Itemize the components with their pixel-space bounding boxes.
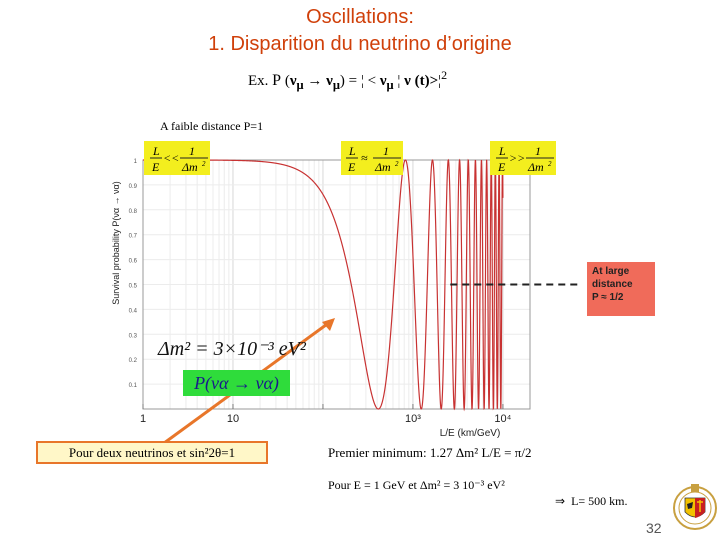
annotation-arrowhead [322,318,335,331]
frac-l: L [152,144,160,158]
frac-e: E [497,160,506,174]
two-neutrino-note: Pour deux neutrinos et sin²2θ=1 [36,441,268,464]
y-tick-label: 0.3 [129,333,138,339]
eq-sub-2: μ [332,78,340,92]
frac-dm: Δm [374,160,391,174]
y-tick-label: 0.6 [129,259,138,265]
probability-label-box: P(να → να) [183,370,290,396]
near-distance-note: A faible distance P=1 [160,119,264,133]
eq-nu-1: ν [289,73,297,89]
frac-one: 1 [189,144,195,158]
large-distance-line-1: At large [592,266,630,277]
frac-e: E [347,160,356,174]
university-seal-icon [673,484,717,530]
y-tick-label: 0.9 [129,184,138,190]
fraction-mid: L E ≈ 1 Δm 2 [346,144,401,174]
eq-bar-end: ¦ [438,73,442,89]
x-tick-label: 10³ [405,413,421,425]
eq-prefix: Ex. [248,73,273,89]
energy-note: Pour E = 1 GeV et Δm² = 3 10⁻³ eV² [328,478,505,492]
frac-dm: Δm [527,160,544,174]
frac-sq: 2 [548,160,552,168]
large-distance-line-3: P ≈ 1/2 [592,292,624,303]
large-distance-line-2: distance [592,279,633,290]
probability-equation: Ex. P (νμ → νμ) = ¦ < νμ ¦ ν (t)>¦2 [248,68,447,93]
probability-label: P(να → να) [194,372,279,393]
fraction-long: L E >> 1 Δm 2 [496,144,554,174]
y-tick-label: 1 [134,159,138,165]
page-number: 32 [646,520,662,536]
frac-rel: ≈ [361,151,368,165]
page-title: Oscillations: 1. Disparition du neutrino… [0,4,720,58]
frac-sq: 2 [395,160,399,168]
eq-open: ( [281,73,290,89]
eq-rest: = ¦ < [344,73,380,89]
first-minimum-note: Premier minimum: 1.27 Δm² L/E = π/2 [328,445,532,460]
eq-tail: (t)> [410,73,439,89]
distance-result-text: L= 500 km. [571,494,628,508]
x-axis-label: L/E (km/GeV) [440,428,501,439]
eq-exponent: 2 [441,68,448,82]
frac-one: 1 [535,144,541,158]
title-line-2: 1. Disparition du neutrino d’origine [208,33,512,55]
y-tick-label: 0.4 [129,308,138,314]
x-tick-label: 10 [227,413,239,425]
eq-p: P [272,72,282,89]
two-neutrino-text: Pour deux neutrinos et sin²2θ=1 [68,444,236,460]
y-tick-label: 0.2 [129,358,138,364]
eq-nu-3: ν [379,73,387,89]
frac-rel: >> [509,151,525,165]
distance-result: ⇒ L= 500 km. [555,494,628,509]
chart-ticks: 0.1 0.2 0.3 0.4 0.5 0.6 0.7 0.8 0.9 1 1 10 10³ 10⁴ [129,159,512,425]
plot-frame [142,159,531,410]
y-tick-label: 0.8 [129,209,138,215]
frac-dm: Δm [181,160,198,174]
y-tick-label: 0.1 [129,383,138,389]
eq-nu-4: ν [404,73,411,89]
frac-sq: 2 [202,160,206,168]
regime-box-long: L E >> 1 Δm 2 [490,141,556,175]
x-tick-label: 1 [140,413,146,425]
frac-rel: << [163,151,179,165]
eq-sub-1: μ [296,78,304,92]
y-tick-label: 0.7 [129,234,138,240]
fraction-short: L E << 1 Δm 2 [150,144,208,174]
y-tick-label: 0.5 [129,284,138,290]
dm2-value-label: Δm² = 3×10⁻³ eV² [158,338,306,360]
regime-box-mid: L E ≈ 1 Δm 2 [341,141,403,175]
eq-sub-3: μ [386,78,394,92]
eq-arrow: → [303,73,327,89]
implies-icon: ⇒ [555,494,566,508]
y-axis-label: Survival probability P(να → να) [111,181,121,304]
frac-l: L [498,144,506,158]
regime-box-short: L E << 1 Δm 2 [144,141,210,175]
eq-bar: ¦ [393,73,405,89]
title-line-1: Oscillations: [306,6,414,28]
frac-e: E [151,160,160,174]
eq-nu-2: ν [326,73,333,89]
large-distance-box: At large distance P ≈ 1/2 [587,262,655,316]
frac-one: 1 [383,144,389,158]
frac-l: L [348,144,356,158]
x-tick-label: 10⁴ [494,413,511,425]
eq-close: ) [339,73,345,89]
